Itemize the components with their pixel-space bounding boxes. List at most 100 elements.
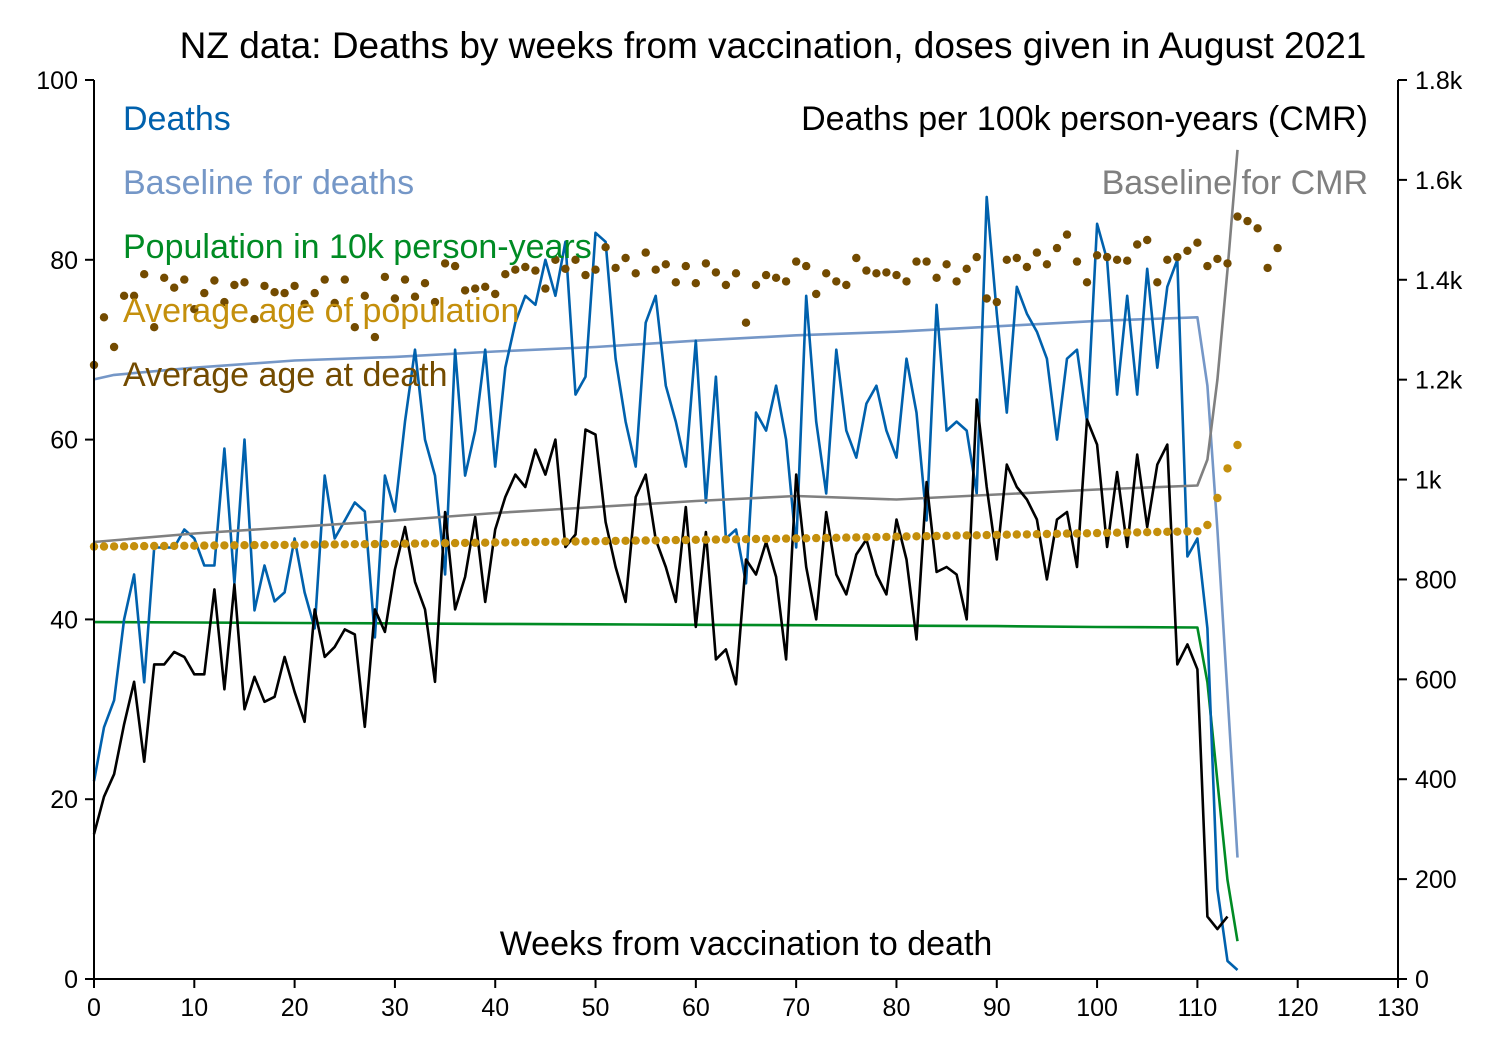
- data-point: [511, 265, 520, 274]
- data-point: [942, 260, 951, 269]
- data-point: [300, 540, 309, 549]
- right-tick-label: 400: [1415, 766, 1457, 794]
- legend-baseline-cmr: Baseline for CMR: [1102, 164, 1368, 202]
- x-tick-label: 90: [983, 994, 1011, 1022]
- data-point: [641, 536, 650, 545]
- data-point: [1203, 261, 1212, 271]
- data-point: [1213, 493, 1222, 503]
- data-point: [1233, 212, 1242, 221]
- data-point: [390, 539, 400, 549]
- data-point: [1223, 259, 1232, 268]
- x-tick-label: 20: [281, 994, 309, 1022]
- right-tick-label: 600: [1415, 666, 1457, 694]
- data-point: [1193, 527, 1202, 536]
- x-tick-label: 40: [481, 994, 509, 1022]
- data-point: [1042, 529, 1052, 539]
- data-point: [280, 540, 289, 550]
- series-line-population-in-10k-person-years: [93, 620, 1239, 942]
- right-tick-label: 800: [1415, 566, 1457, 594]
- data-point: [621, 536, 630, 545]
- data-point: [210, 541, 219, 550]
- data-point: [119, 291, 129, 300]
- data-point: [340, 275, 349, 284]
- data-point: [912, 257, 921, 266]
- data-point: [260, 540, 269, 550]
- x-tick-label: 10: [180, 994, 208, 1022]
- data-point: [260, 281, 269, 291]
- data-point: [1052, 529, 1062, 538]
- data-point: [701, 259, 711, 268]
- data-point: [1123, 256, 1132, 265]
- data-point: [691, 279, 700, 288]
- data-point: [731, 269, 741, 278]
- x-tick-label: 110: [1177, 994, 1217, 1022]
- data-point: [1032, 530, 1042, 539]
- data-point: [621, 253, 630, 263]
- legend-deaths: Deaths: [123, 100, 231, 138]
- data-point: [571, 537, 580, 546]
- legend-population: Population in 10k person-years: [123, 228, 592, 266]
- data-point: [1153, 527, 1162, 537]
- data-point: [330, 540, 339, 549]
- data-point: [1092, 251, 1102, 260]
- data-point: [962, 531, 971, 540]
- series-dots-average-age-of-population: [89, 440, 1242, 551]
- data-point: [290, 281, 299, 291]
- right-tick-label: 1.2k: [1415, 367, 1463, 395]
- data-point: [320, 275, 329, 284]
- data-point: [310, 540, 319, 549]
- data-point: [1183, 246, 1192, 255]
- data-point: [1012, 253, 1021, 263]
- left-tick-label: 0: [64, 966, 78, 994]
- data-point: [892, 532, 901, 541]
- right-tick-label: 1k: [1415, 467, 1442, 495]
- data-point: [531, 266, 540, 275]
- data-point: [1163, 255, 1172, 264]
- data-point: [641, 248, 650, 257]
- data-point: [1022, 530, 1032, 539]
- data-point: [521, 262, 530, 272]
- data-point: [1032, 248, 1042, 257]
- data-point: [802, 261, 811, 271]
- data-point: [109, 342, 119, 352]
- data-point: [1123, 528, 1132, 537]
- data-point: [410, 292, 420, 301]
- data-point: [781, 277, 791, 286]
- data-point: [1163, 527, 1172, 536]
- x-tick-label: 80: [883, 994, 911, 1022]
- data-point: [872, 269, 881, 278]
- data-point: [430, 297, 440, 307]
- data-point: [802, 534, 811, 543]
- data-point: [982, 530, 991, 540]
- data-point: [450, 538, 460, 548]
- data-point: [119, 542, 129, 551]
- data-point: [962, 264, 971, 273]
- data-point: [370, 332, 380, 342]
- left-tick-label: 80: [50, 247, 78, 275]
- data-point: [501, 538, 510, 547]
- data-point: [129, 291, 139, 300]
- data-point: [651, 536, 660, 545]
- data-point: [471, 538, 480, 547]
- data-point: [842, 280, 851, 290]
- data-point: [792, 534, 801, 543]
- x-tick-label: 0: [87, 994, 101, 1022]
- data-point: [952, 277, 961, 286]
- data-point: [761, 534, 771, 544]
- left-tick-label: 40: [50, 606, 78, 634]
- data-point: [842, 533, 851, 542]
- data-point: [1002, 530, 1011, 539]
- data-point: [832, 533, 841, 542]
- data-point: [681, 261, 690, 271]
- data-point: [150, 323, 159, 332]
- data-point: [460, 286, 470, 295]
- data-point: [1153, 278, 1162, 287]
- data-point: [1102, 528, 1112, 538]
- data-point: [751, 280, 761, 290]
- data-point: [832, 277, 841, 286]
- data-point: [651, 265, 660, 274]
- data-point: [1133, 240, 1142, 249]
- legend-cmr: Deaths per 100k person-years (CMR): [801, 100, 1368, 138]
- data-point: [601, 243, 610, 252]
